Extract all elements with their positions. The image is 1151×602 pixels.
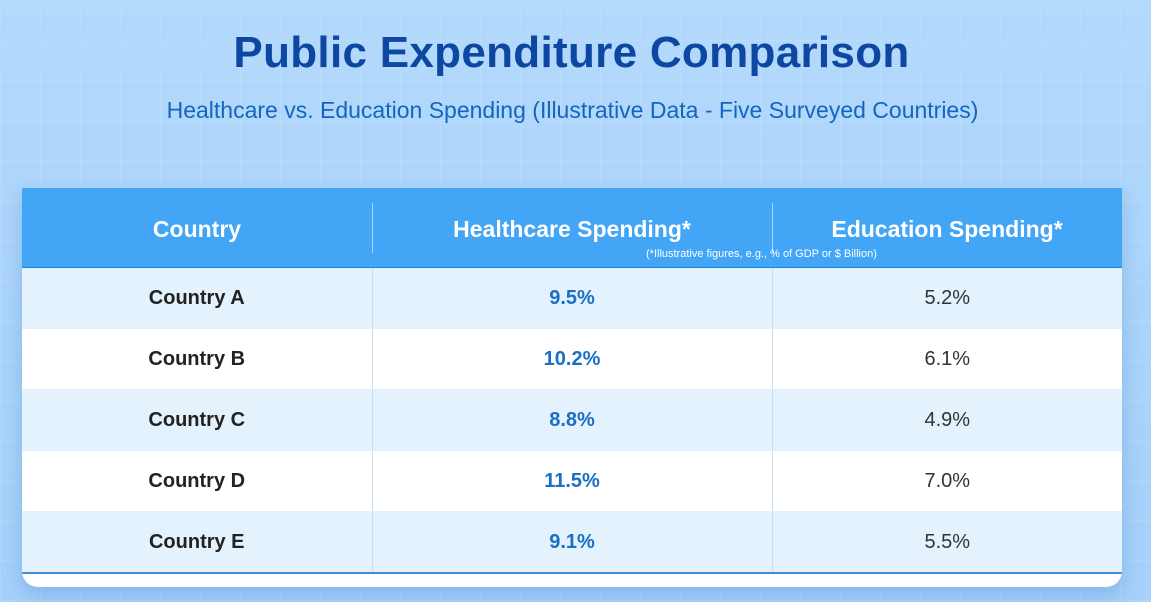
education-value-cell: 5.5% xyxy=(771,511,1122,574)
education-value-cell: 7.0% xyxy=(771,450,1122,512)
column-header-education: Education Spending* xyxy=(772,188,1122,268)
healthcare-value-cell: 8.8% xyxy=(371,389,772,451)
table-row: Country A 9.5% 5.2% xyxy=(22,267,1122,329)
healthcare-value-cell: 10.2% xyxy=(371,328,772,390)
healthcare-value-cell: 9.5% xyxy=(371,267,772,329)
header-divider xyxy=(372,203,373,253)
country-cell: Country D xyxy=(22,450,372,512)
expenditure-table: Country Healthcare Spending* Education S… xyxy=(22,188,1122,574)
healthcare-value-cell: 9.1% xyxy=(371,511,772,574)
header-divider xyxy=(772,203,773,253)
table-row: Country D 11.5% 7.0% xyxy=(22,450,1122,512)
column-header-healthcare: Healthcare Spending* xyxy=(372,188,772,268)
country-cell: Country B xyxy=(22,328,372,390)
healthcare-value-cell: 11.5% xyxy=(371,450,772,512)
page-subtitle: Healthcare vs. Education Spending (Illus… xyxy=(166,97,979,123)
table-row: Country C 8.8% 4.9% xyxy=(22,389,1122,451)
column-header-label: Education Spending* xyxy=(831,216,1063,242)
page-title: Public Expenditure Comparison xyxy=(233,28,910,77)
table-row: Country E 9.1% 5.5% xyxy=(22,511,1122,574)
education-value-cell: 5.2% xyxy=(771,267,1122,329)
country-cell: Country E xyxy=(22,511,372,574)
column-header-country: Country xyxy=(22,188,372,268)
education-value-cell: 4.9% xyxy=(771,389,1122,451)
table-row: Country B 10.2% 6.1% xyxy=(22,328,1122,390)
column-header-label: Country xyxy=(152,216,242,242)
table-header-row: Country Healthcare Spending* Education S… xyxy=(22,188,1122,268)
education-value-cell: 6.1% xyxy=(771,328,1122,390)
country-cell: Country C xyxy=(22,389,372,451)
country-cell: Country A xyxy=(22,267,372,329)
expenditure-table-card: Country Healthcare Spending* Education S… xyxy=(22,188,1122,587)
column-header-label: Healthcare Spending* xyxy=(453,216,691,242)
table-footnote: (*Illustrative figures, e.g., % of GDP o… xyxy=(646,248,877,260)
